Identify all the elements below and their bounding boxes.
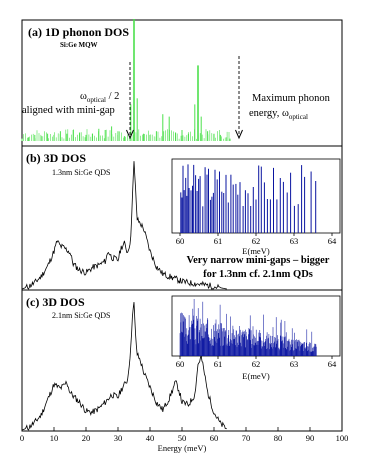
annotation-omega-half: ωoptical / 2 [80,91,119,104]
x-axis-tick-label: 10 [50,433,59,443]
dos-curve-2p1nm [21,302,227,431]
x-axis-tick-label: 100 [336,433,349,443]
inset-b-xlabel: E(meV) [242,246,270,256]
x-axis-tick-label: 0 [20,433,24,443]
dos-curve-1p3nm [21,161,227,290]
x-axis-ticks: 0 10 20 30 40 50 60 70 80 90 100 [20,427,349,443]
arrow-max-phonon-head [235,129,243,140]
panel-a-phonon-dos-series [21,19,231,141]
inset-tick-label: 60 [176,236,185,246]
inset-tick-label: 62 [252,359,261,369]
inset-b-level-lines [180,164,317,233]
callout-line1: Very narrow mini-gaps – bigger [187,255,330,266]
inset-b-ticks: 60 61 62 63 64 [176,233,337,246]
inset-b: 60 61 62 63 64 E(meV) [171,158,341,256]
panel-b-dos-series [21,161,227,290]
arrow-omega-half-head [126,129,134,140]
panel-b-title: (b) 3D DOS [26,151,86,165]
panel-a-title: (a) 1D phonon DOS [28,25,129,39]
inset-tick-label: 63 [290,236,299,246]
panel-c: (c) 3D DOS 2.1nm Si:Ge QDS 60 61 62 63 64 E(… [20,289,349,453]
inset-c-ticks: 60 61 62 63 64 [176,356,337,369]
inset-tick-label: 60 [176,359,185,369]
panel-b: (b) 3D DOS 1.3nm Si:Ge QDS 60 61 62 63 64 E(… [21,145,343,291]
panel-a: (a) 1D phonon DOS Si:Ge MQW ωoptical / 2… [21,19,343,147]
annotation-max-phonon-line2: energy, ωoptical [249,108,308,121]
panel-b-subtitle: 1.3nm Si:Ge QDS [52,168,110,177]
x-axis-tick-label: 90 [306,433,315,443]
inset-tick-label: 63 [290,359,299,369]
inset-tick-label: 64 [328,236,337,246]
x-axis-tick-label: 20 [82,433,91,443]
panel-c-subtitle: 2.1nm Si:Ge QDS [52,311,110,320]
inset-tick-label: 61 [214,359,223,369]
x-axis-label: Energy (meV) [158,443,207,453]
inset-tick-label: 64 [328,359,337,369]
inset-tick-label: 61 [214,236,223,246]
callout-line2: for 1.3nm cf. 2.1nm QDs [203,269,313,280]
x-axis-tick-label: 70 [242,433,251,443]
inset-c-xlabel: E(meV) [242,371,270,381]
panel-c-dos-series [21,302,227,431]
x-axis-tick-label: 60 [210,433,219,443]
annotation-max-phonon-line1: Maximum phonon [252,93,331,104]
x-axis-tick-label: 80 [274,433,283,443]
inset-c: 60 61 62 63 64 E(meV) [171,295,341,381]
panel-c-title: (c) 3D DOS [26,295,85,309]
inset-c-level-lines [179,299,317,356]
panel-a-subtitle: Si:Ge MQW [60,41,98,49]
annotation-mini-gap: aligned with mini-gap [22,105,115,116]
x-axis-tick-label: 50 [178,433,187,443]
x-axis-tick-label: 40 [146,433,155,443]
x-axis-tick-label: 30 [114,433,123,443]
inset-tick-label: 62 [252,236,261,246]
